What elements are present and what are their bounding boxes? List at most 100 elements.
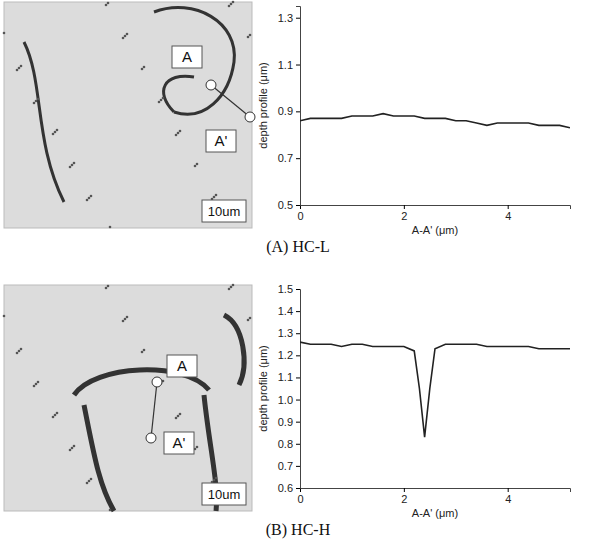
- panel: AA'10um0240.60.70.80.91.01.11.21.31.41.5…: [3, 283, 571, 539]
- label-box: [202, 483, 246, 505]
- particle: [177, 415, 180, 418]
- y-tick-label: 0.9: [278, 416, 293, 428]
- particle: [105, 287, 108, 290]
- particle: [69, 166, 72, 169]
- label-box: [172, 46, 202, 68]
- label-box: [164, 432, 194, 454]
- x-tick: 2: [401, 205, 407, 222]
- particle: [230, 286, 233, 289]
- particle: [143, 349, 146, 352]
- particle: [33, 385, 36, 388]
- particle: [141, 68, 144, 71]
- particle: [247, 319, 250, 322]
- x-tick-mark: [404, 488, 405, 492]
- particle: [18, 350, 21, 353]
- y-axis-title: depth profile (μm): [257, 62, 269, 148]
- particle: [18, 67, 21, 70]
- particle: [213, 196, 216, 199]
- y-tick-label: 1.1: [278, 59, 293, 71]
- grain-boundary: [164, 76, 194, 112]
- y-tick: 1.0: [278, 394, 300, 406]
- section-end: [206, 80, 216, 90]
- particle: [33, 102, 36, 105]
- grain-boundary: [24, 42, 64, 202]
- x-axis: 0 2 4: [297, 488, 570, 505]
- particle: [69, 449, 72, 452]
- particle: [20, 65, 23, 68]
- particle: [56, 129, 59, 132]
- particle: [71, 447, 74, 450]
- y-tick-mark: [296, 289, 300, 290]
- x-tick-label: 0: [297, 210, 303, 222]
- x-axis-title: A-A' (μm): [412, 224, 458, 236]
- profile-line: [300, 114, 570, 128]
- particle: [35, 100, 38, 103]
- micrograph-ground: [4, 2, 252, 228]
- y-tick-mark: [296, 205, 300, 206]
- particle: [232, 284, 235, 287]
- particle: [16, 352, 19, 355]
- y-tick-label: 0.6: [278, 482, 293, 494]
- particle: [179, 413, 182, 416]
- y-axis: 0.6 0.7 0.8 0.9 1.0 1.1 1.2 1.3 1.4 1.5: [278, 283, 301, 494]
- panel-caption: (B) HC-H: [266, 521, 331, 539]
- micrograph-ground: [4, 285, 252, 511]
- y-tick-mark: [296, 355, 300, 356]
- x-tick: 4: [505, 488, 511, 505]
- particle: [122, 37, 125, 40]
- y-tick-mark: [296, 377, 300, 378]
- x-tick-mark: [404, 205, 405, 209]
- particle: [160, 99, 163, 102]
- y-tick-label: 1.5: [278, 283, 293, 295]
- y-tick: 1.4: [278, 305, 300, 317]
- x-tick-label: 0: [297, 493, 303, 505]
- y-tick: 1.3: [278, 327, 300, 339]
- particle: [107, 2, 110, 5]
- y-tick-label: 1.2: [278, 349, 293, 361]
- y-tick-label: 0.8: [278, 438, 293, 450]
- x-axis: 024: [297, 205, 570, 222]
- x-tick: 2: [401, 488, 407, 505]
- particle: [16, 69, 19, 72]
- particle: [228, 288, 231, 291]
- particle: [215, 194, 218, 197]
- particle: [109, 509, 112, 512]
- y-tick-mark: [296, 488, 300, 489]
- particle: [247, 36, 250, 39]
- y-tick-mark: [296, 158, 300, 159]
- particle: [90, 478, 93, 481]
- particle: [143, 66, 146, 69]
- grain-boundary: [224, 315, 244, 385]
- section-end: [245, 112, 255, 122]
- particle: [175, 134, 178, 137]
- y-tick-label: 0.5: [278, 199, 293, 211]
- particle: [52, 133, 55, 136]
- y-tick-label: 1.1: [278, 371, 293, 383]
- particle: [88, 480, 91, 483]
- particle: [249, 317, 252, 320]
- particle: [88, 197, 91, 200]
- label-box: [202, 200, 246, 222]
- particle: [86, 482, 89, 485]
- grain-boundary: [84, 405, 114, 511]
- particle: [71, 164, 74, 167]
- particle: [162, 97, 165, 100]
- x-axis-line: [301, 206, 571, 210]
- plot-area: [300, 342, 570, 437]
- y-tick-label: 1.4: [278, 305, 293, 317]
- panel: AA'10um0240.50.70.91.11.3A-A' (μm)depth …: [3, 1, 571, 256]
- y-tick-label: 0.7: [278, 460, 293, 472]
- y-tick-mark: [296, 422, 300, 423]
- particle: [86, 199, 89, 202]
- y-tick-label: 1.3: [278, 12, 293, 24]
- section-end: [152, 377, 162, 387]
- y-axis: 0.50.70.91.11.3: [278, 7, 301, 212]
- annotation: A': [215, 132, 228, 149]
- y-tick-mark: [296, 65, 300, 66]
- x-axis-title: A-A' (μm): [412, 507, 458, 519]
- particle: [126, 33, 129, 36]
- y-tick: 0.7: [278, 460, 300, 472]
- figure: AA'10um0240.50.70.91.11.3A-A' (μm)depth …: [0, 0, 596, 544]
- y-axis-line: [296, 290, 301, 489]
- panel-caption: (A) HC-L: [266, 238, 330, 256]
